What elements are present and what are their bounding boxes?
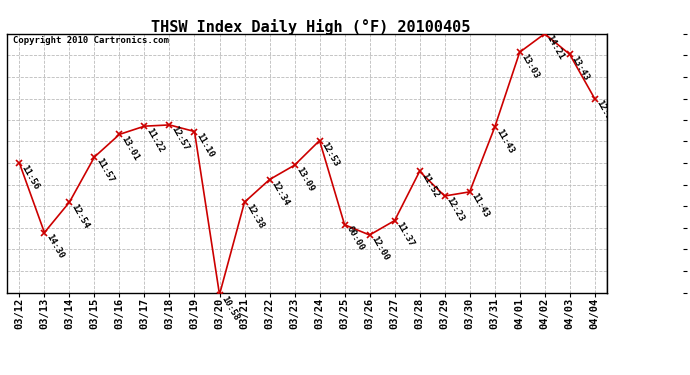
Text: 11:37: 11:37 xyxy=(395,220,416,248)
Text: 12:53: 12:53 xyxy=(319,141,341,168)
Text: 14:30: 14:30 xyxy=(44,232,66,260)
Text: 11:10: 11:10 xyxy=(195,132,216,159)
Text: 11:22: 11:22 xyxy=(144,126,166,154)
Text: 00:00: 00:00 xyxy=(344,225,366,252)
Text: 12:34: 12:34 xyxy=(270,180,290,207)
Text: 12:54: 12:54 xyxy=(70,202,90,230)
Text: 12:38: 12:38 xyxy=(244,202,266,230)
Text: 12:58: 12:58 xyxy=(595,99,616,126)
Text: 12:00: 12:00 xyxy=(370,235,391,263)
Text: 10:58: 10:58 xyxy=(219,294,241,322)
Text: 11:43: 11:43 xyxy=(470,192,491,220)
Text: 11:57: 11:57 xyxy=(95,157,116,185)
Text: 13:43: 13:43 xyxy=(570,54,591,82)
Text: 13:09: 13:09 xyxy=(295,165,316,193)
Text: 14:21: 14:21 xyxy=(544,34,566,62)
Text: 11:52: 11:52 xyxy=(420,171,441,199)
Text: Copyright 2010 Cartronics.com: Copyright 2010 Cartronics.com xyxy=(13,36,169,45)
Text: 13:03: 13:03 xyxy=(520,52,541,80)
Text: 12:57: 12:57 xyxy=(170,125,190,153)
Text: THSW Index Daily High (°F) 20100405: THSW Index Daily High (°F) 20100405 xyxy=(151,19,470,35)
Text: 11:43: 11:43 xyxy=(495,128,516,155)
Text: 13:01: 13:01 xyxy=(119,134,141,162)
Text: 12:23: 12:23 xyxy=(444,196,466,224)
Text: 11:56: 11:56 xyxy=(19,163,41,191)
